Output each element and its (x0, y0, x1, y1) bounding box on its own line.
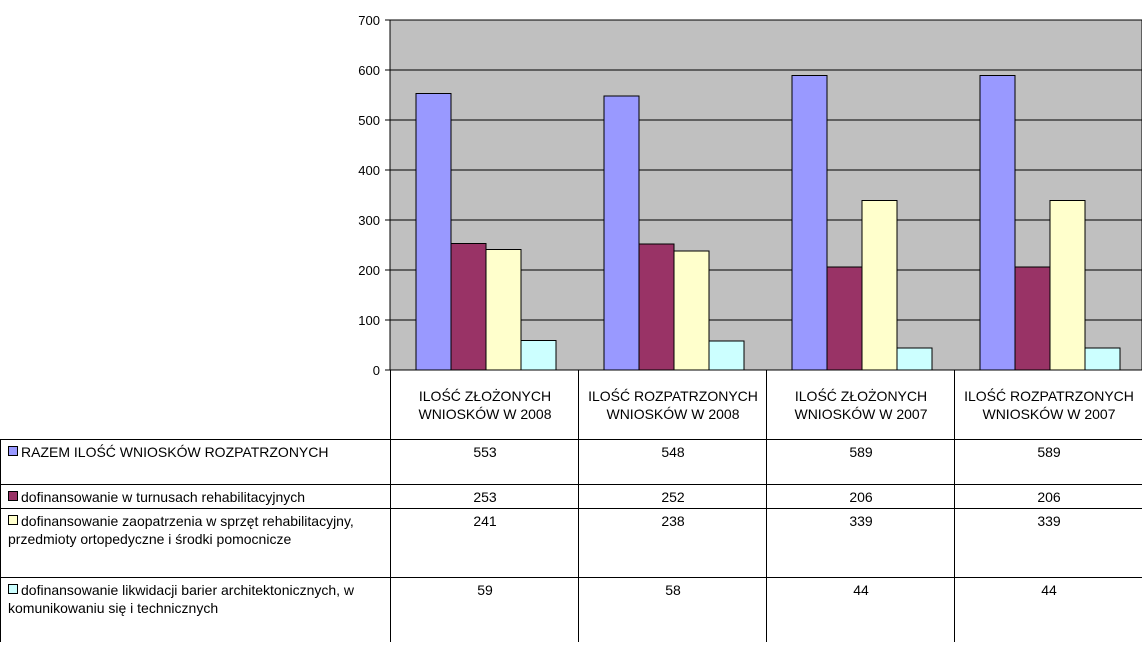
table-column-divider (954, 370, 955, 642)
data-label: 589 (1037, 444, 1061, 460)
legend-label: dofinansowanie w turnusach rehabilitacyj… (21, 489, 306, 505)
data-label: 59 (477, 582, 493, 598)
bar (708, 340, 745, 371)
bar (791, 75, 828, 371)
data-label: 548 (661, 444, 685, 460)
x-category-label: ILOŚĆ ROZPATRZONYCH WNIOSKÓW W 2008 (588, 388, 758, 422)
legend-key-swatch (8, 446, 18, 456)
bar (1084, 347, 1121, 371)
bar (520, 340, 557, 371)
data-label: 339 (1037, 513, 1061, 529)
data-label: 339 (849, 513, 873, 529)
data-label: 253 (473, 489, 497, 505)
y-tick-label: 100 (358, 313, 380, 328)
y-tick-label: 500 (358, 113, 380, 128)
bars (415, 75, 1121, 371)
bar (603, 95, 640, 371)
data-label: 252 (661, 489, 685, 505)
legend-label: RAZEM ILOŚĆ WNIOSKÓW ROZPATRZONYCH (21, 444, 329, 460)
legend-entry: dofinansowanie w turnusach rehabilitacyj… (8, 488, 388, 506)
table-left-border (0, 439, 1, 642)
data-label: 553 (473, 444, 497, 460)
y-tick-label: 300 (358, 213, 380, 228)
data-label: 44 (853, 582, 869, 598)
y-tick-label: 600 (358, 63, 380, 78)
data-label: 206 (849, 489, 873, 505)
data-table: RAZEM ILOŚĆ WNIOSKÓW ROZPATRZONYCH 553 548… (0, 370, 1142, 642)
data-label: 206 (1037, 489, 1061, 505)
table-column-divider (766, 370, 767, 642)
table-row-divider (0, 577, 1142, 578)
bar (450, 243, 487, 371)
table-row: dofinansowanie w turnusach rehabilitacyj… (0, 488, 1142, 512)
x-category-label: ILOŚĆ ROZPATRZONYCH WNIOSKÓW W 2007 (964, 388, 1134, 422)
legend-label: dofinansowanie likwidacji barier archite… (8, 582, 355, 616)
legend-key-swatch (8, 515, 18, 525)
table-row-divider (0, 439, 1142, 440)
bar (485, 249, 522, 371)
data-label: 238 (661, 513, 685, 529)
y-tick-label: 400 (358, 163, 380, 178)
legend-key-swatch (8, 584, 18, 594)
table-row-divider (0, 484, 1142, 485)
table-row: dofinansowanie zaopatrzenia w sprzęt reh… (0, 512, 1142, 581)
y-tick-label: 700 (358, 13, 380, 28)
data-label: 44 (1041, 582, 1057, 598)
bar (415, 93, 452, 371)
bar (673, 250, 710, 371)
table-column-divider (390, 370, 391, 642)
table-row: RAZEM ILOŚĆ WNIOSKÓW ROZPATRZONYCH 553 548… (0, 443, 1142, 488)
bar (979, 75, 1016, 371)
y-axis: 0 100 200 300 400 500 600 700 (358, 13, 391, 378)
legend-entry: dofinansowanie likwidacji barier archite… (8, 581, 388, 617)
table-row: dofinansowanie likwidacji barier archite… (0, 581, 1142, 646)
legend-entry: RAZEM ILOŚĆ WNIOSKÓW ROZPATRZONYCH (8, 443, 388, 461)
bar (826, 266, 863, 371)
legend-key-swatch (8, 491, 18, 501)
table-row-divider (0, 508, 1142, 509)
bar (896, 347, 933, 371)
x-category-label: ILOŚĆ ZŁOŻONYCH WNIOSKÓW W 2007 (794, 388, 928, 422)
x-category-label: ILOŚĆ ZŁOŻONYCH WNIOSKÓW W 2008 (418, 388, 552, 422)
data-label: 58 (665, 582, 681, 598)
data-label: 241 (473, 513, 497, 529)
bar (861, 200, 898, 371)
bar (638, 243, 675, 371)
legend-label: dofinansowanie zaopatrzenia w sprzęt reh… (8, 513, 354, 547)
bar (1049, 200, 1086, 371)
bar (1014, 266, 1051, 371)
y-tick-label: 0 (373, 363, 380, 378)
table-column-divider (578, 370, 579, 642)
y-tick-label: 200 (358, 263, 380, 278)
legend-entry: dofinansowanie zaopatrzenia w sprzęt reh… (8, 512, 388, 548)
data-label: 589 (849, 444, 873, 460)
